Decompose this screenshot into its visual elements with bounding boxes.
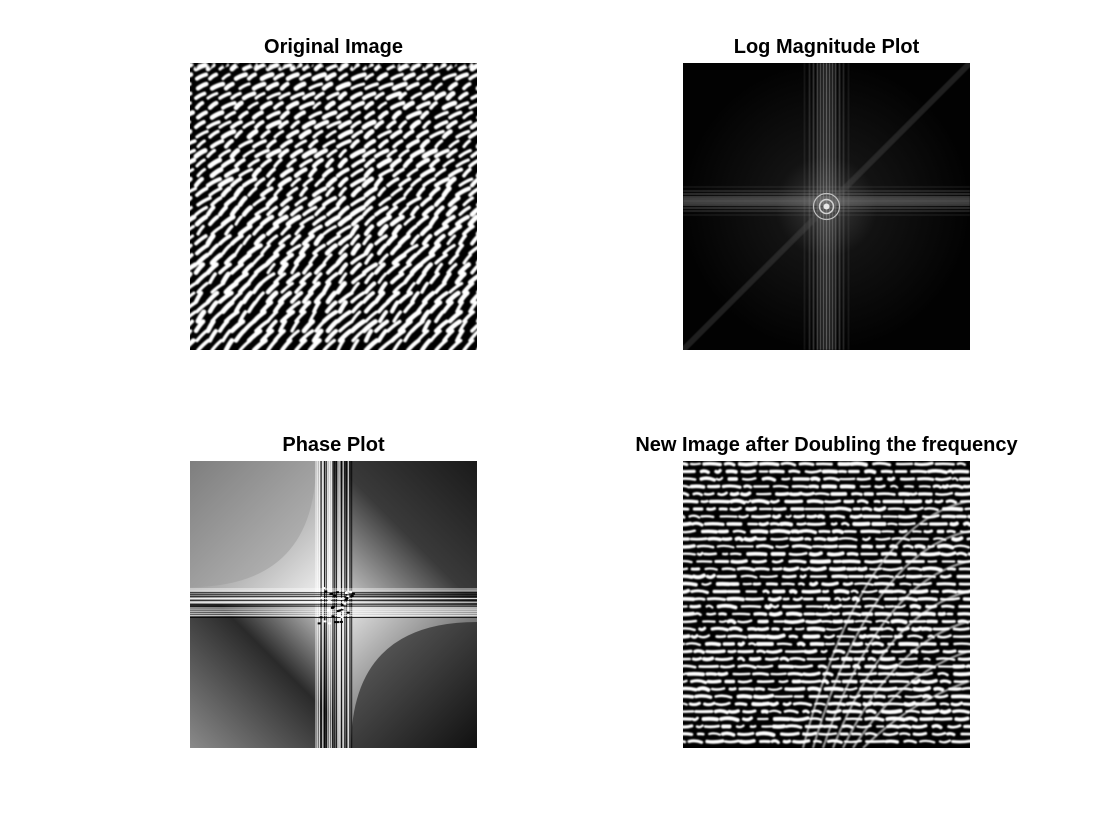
log-magnitude-panel <box>683 63 970 350</box>
panel-title-log-magnitude: Log Magnitude Plot <box>683 35 970 59</box>
original-image-graphic <box>190 63 477 350</box>
panel-title-new-image: New Image after Doubling the frequency <box>576 433 1077 457</box>
original-image-panel <box>190 63 477 350</box>
panel-title-original-image: Original Image <box>190 35 477 59</box>
new-image-panel <box>683 461 970 748</box>
new-image-graphic <box>683 461 970 748</box>
phase-plot-panel <box>190 461 477 748</box>
phase-plot-graphic <box>190 461 477 748</box>
log-magnitude-graphic <box>683 63 970 350</box>
panel-title-phase-plot: Phase Plot <box>190 433 477 457</box>
